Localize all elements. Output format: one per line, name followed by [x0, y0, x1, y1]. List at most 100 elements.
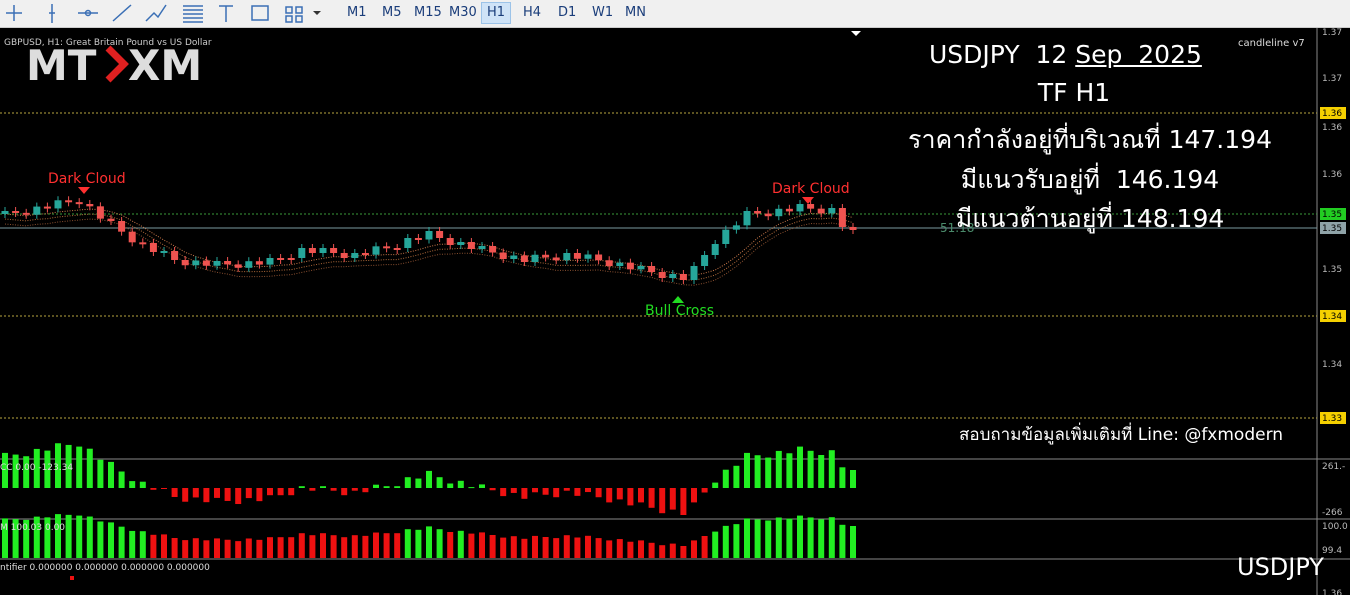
- strength-bar: [97, 521, 104, 558]
- histogram-bar: [108, 461, 114, 488]
- histogram-bar: [744, 452, 750, 488]
- strength-bar: [235, 541, 242, 558]
- strength-bar: [638, 540, 644, 558]
- price-label: 1.37: [1322, 74, 1342, 84]
- histogram-bar: [118, 471, 125, 488]
- histogram-bar: [850, 470, 856, 488]
- histogram-bar: [383, 486, 390, 488]
- candle-body: [573, 253, 581, 259]
- strength-bar: [362, 535, 369, 558]
- timeframe-button[interactable]: M1: [347, 5, 367, 20]
- strength-bar: [722, 525, 729, 558]
- price-tag: [1320, 222, 1346, 234]
- timeframe-button[interactable]: M30: [449, 5, 477, 20]
- channel-tool[interactable]: [145, 4, 167, 22]
- candle-body: [817, 208, 825, 214]
- histogram-bar: [171, 488, 178, 497]
- candle-body: [107, 218, 115, 221]
- price-label: 1.36: [1322, 123, 1342, 133]
- strength-bar: [182, 540, 189, 558]
- strength-bar: [532, 535, 538, 558]
- strength-bar: [351, 535, 358, 558]
- histogram-bar: [224, 488, 231, 501]
- candle-body: [775, 208, 783, 217]
- subwindow-axis-label: 99.4: [1322, 546, 1342, 556]
- candle-body: [65, 200, 73, 203]
- candle-body: [563, 253, 571, 261]
- candle-body: [457, 242, 465, 245]
- histogram-bar: [701, 488, 708, 493]
- strength-bar: [574, 537, 581, 558]
- trend-tool[interactable]: [112, 4, 132, 22]
- logo-left: MT: [26, 41, 97, 90]
- level-value: 51.18: [940, 221, 974, 235]
- text-tool[interactable]: [219, 5, 233, 22]
- strength-bar: [775, 517, 782, 558]
- title-date: Sep 2025: [1075, 40, 1202, 69]
- vline-tool[interactable]: [49, 4, 55, 23]
- histogram-bar: [192, 488, 199, 498]
- candle-body: [234, 264, 242, 268]
- candle-body: [722, 229, 730, 244]
- timeframe-button[interactable]: W1: [592, 5, 614, 20]
- candle-body: [711, 244, 719, 255]
- dropdown[interactable]: [313, 11, 321, 15]
- price-label: 1.34: [1322, 312, 1342, 322]
- price-label: 1.35: [1322, 265, 1342, 275]
- crosshair-tool[interactable]: [6, 5, 22, 21]
- histogram-bar: [288, 488, 295, 496]
- indicator-name: candleline v7: [1238, 38, 1305, 49]
- histogram-bar: [627, 488, 634, 506]
- main-pane: [0, 28, 1317, 458]
- toolbar: M1 M5 M15 M30 H1 H4 D1 W1 MN: [0, 0, 1350, 28]
- candle-body: [489, 246, 497, 253]
- histogram-bar: [574, 488, 581, 496]
- strength-bar: [733, 524, 740, 558]
- histogram-bar: [585, 488, 591, 493]
- candle-body: [467, 242, 475, 249]
- candle-body: [669, 274, 677, 278]
- subwindow-axis-label: 1.36: [1322, 589, 1342, 595]
- price-label: 1.34: [1322, 360, 1342, 370]
- timeframe-button[interactable]: H4: [523, 5, 542, 20]
- histogram-bar: [161, 488, 167, 489]
- timeframe-button[interactable]: M5: [382, 5, 402, 20]
- shape-tool[interactable]: [251, 5, 269, 21]
- strength-bar: [12, 519, 19, 558]
- objects-tool[interactable]: [285, 6, 303, 23]
- strength-bar: [479, 532, 485, 558]
- histogram-bar: [691, 488, 697, 503]
- pattern-label: Bull Cross: [645, 303, 714, 319]
- candle-body: [43, 206, 51, 209]
- candle-body: [383, 246, 391, 249]
- histogram-bar: [447, 483, 454, 488]
- histogram-bar: [616, 488, 623, 500]
- histogram-bar: [659, 488, 666, 514]
- price-label: 1.37: [1322, 28, 1342, 38]
- logo-right: XM: [128, 41, 202, 90]
- candle-body: [785, 208, 793, 212]
- histogram-bar: [267, 488, 273, 496]
- histogram-bar: [76, 446, 83, 488]
- timeframe-button[interactable]: H1: [481, 2, 512, 24]
- candle-body: [637, 266, 645, 270]
- candle-body: [308, 248, 316, 253]
- candle-body: [361, 253, 369, 255]
- candle-body: [531, 254, 539, 262]
- timeframe-button[interactable]: MN: [625, 5, 646, 20]
- timeframe-button[interactable]: M15: [414, 5, 442, 20]
- candle-body: [616, 262, 624, 266]
- histogram-bar: [235, 488, 242, 505]
- candle-body: [796, 204, 804, 212]
- candle-body: [425, 231, 433, 240]
- drawing-tools: [6, 4, 321, 23]
- timeframe-text: TF H1: [1037, 78, 1111, 107]
- strength-bar: [298, 533, 305, 558]
- candle-body: [828, 208, 836, 214]
- candle-body: [764, 213, 772, 217]
- timeframe-button[interactable]: D1: [558, 5, 577, 20]
- strength-bar: [118, 526, 125, 558]
- histogram-bar: [12, 454, 19, 488]
- fibo-tool[interactable]: [183, 5, 203, 23]
